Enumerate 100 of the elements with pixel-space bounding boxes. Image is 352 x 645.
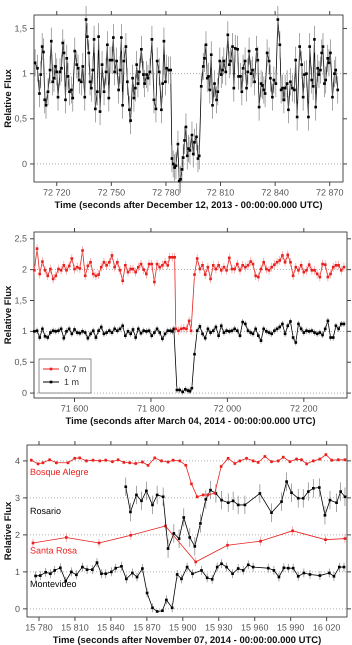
point <box>98 542 100 544</box>
point <box>156 494 158 496</box>
line-series <box>32 524 346 564</box>
point <box>236 567 240 570</box>
point <box>81 566 84 568</box>
point <box>344 495 346 498</box>
x-axis-title: Time (seconds after November 07, 2014 - 00:00:00.000 UTC) <box>52 635 322 645</box>
y-axis-title: Relative Flux <box>3 500 14 560</box>
y-tick-label: 1 <box>22 68 27 79</box>
point <box>129 510 132 514</box>
point <box>32 542 34 544</box>
point <box>120 565 123 568</box>
y-tick-label: 1,5 <box>14 23 27 34</box>
point <box>216 566 219 568</box>
x-tick-label: 15 990 <box>276 622 304 632</box>
series-label: Santa Rosa <box>30 546 78 556</box>
point <box>278 576 280 578</box>
point <box>191 572 194 576</box>
point <box>146 592 148 594</box>
point <box>338 566 341 568</box>
x-tick-label: 72 750 <box>98 187 126 198</box>
point <box>96 561 98 564</box>
x-tick-label: 15 930 <box>204 622 233 632</box>
y-tick-label: 2,5 <box>14 234 27 244</box>
y-tick-label: 2 <box>22 264 27 275</box>
text: Rosario <box>30 506 62 516</box>
point <box>328 572 331 574</box>
point <box>151 606 154 610</box>
y-tick-label: 0,5 <box>14 114 27 124</box>
x-tick-label: 15 810 <box>61 622 89 632</box>
point <box>258 492 262 495</box>
point <box>220 562 223 566</box>
point <box>318 574 322 577</box>
x-tick-label: 15 840 <box>97 622 125 632</box>
legend-label: 1 m <box>64 377 80 387</box>
point <box>34 574 37 578</box>
point <box>280 500 283 503</box>
point <box>226 544 229 547</box>
point <box>186 566 188 568</box>
line-series <box>124 480 346 550</box>
point <box>136 576 138 578</box>
point <box>231 572 234 576</box>
point <box>180 578 183 580</box>
y-tick-label: 1,5 <box>14 295 27 306</box>
y-tick-label: 0 <box>14 604 20 614</box>
point <box>135 494 138 496</box>
point <box>140 500 143 502</box>
point <box>165 598 168 602</box>
point <box>141 567 144 570</box>
y-tick-label: 0 <box>22 388 27 398</box>
y-axis-title: Relative Flux <box>3 68 14 128</box>
point <box>270 511 273 514</box>
x-tick-label: 72 870 <box>316 187 344 198</box>
point <box>188 536 192 539</box>
x-tick-label: 72 720 <box>42 187 71 198</box>
series-label: Bosque Alegre <box>30 466 89 477</box>
point <box>308 573 312 576</box>
point <box>342 566 346 568</box>
x-tick-label: 72 000 <box>214 403 242 414</box>
x-axis-title: Time (seconds after December 12, 2013 - 00:00:00.000 UTC) <box>54 200 323 211</box>
point <box>302 572 306 574</box>
line-series <box>30 453 346 498</box>
y-tick-label: 3 <box>14 492 20 503</box>
point <box>225 566 228 568</box>
point <box>151 504 154 506</box>
point <box>38 574 42 577</box>
point <box>182 516 186 519</box>
x-tick-label: 71 600 <box>60 403 88 414</box>
point <box>328 498 332 502</box>
x-tick-label: 72 810 <box>206 187 234 198</box>
x-tick-label: 72 200 <box>290 403 318 414</box>
point <box>166 547 170 550</box>
point <box>86 568 88 571</box>
x-tick-label: 71 800 <box>137 403 165 414</box>
point <box>209 488 212 492</box>
point <box>131 572 134 574</box>
point <box>344 537 346 540</box>
y-tick-label: 0,5 <box>14 357 27 368</box>
series-label: Montevideo <box>30 578 77 589</box>
x-tick-label: 72 780 <box>152 187 180 198</box>
x-tick-label: 16 020 <box>312 622 340 632</box>
x-tick-label: 15 960 <box>240 622 268 632</box>
y-tick-label: 4 <box>14 456 20 466</box>
y-tick-label: 1 <box>22 326 27 336</box>
point <box>176 573 178 576</box>
point <box>156 610 158 613</box>
y-tick-label: 2 <box>14 530 20 540</box>
x-tick-label: 15 870 <box>133 622 161 632</box>
x-tick-label: 15 780 <box>25 622 53 632</box>
point <box>324 538 327 542</box>
point <box>332 574 336 578</box>
legend-label: 0.7 m <box>64 364 87 374</box>
point <box>64 536 68 539</box>
point <box>161 609 164 612</box>
point <box>200 569 203 572</box>
x-tick-label: 72 840 <box>261 187 289 198</box>
point <box>220 498 223 502</box>
point <box>252 566 254 568</box>
y-axis-title: Relative Flux <box>3 284 14 344</box>
point <box>324 514 326 517</box>
